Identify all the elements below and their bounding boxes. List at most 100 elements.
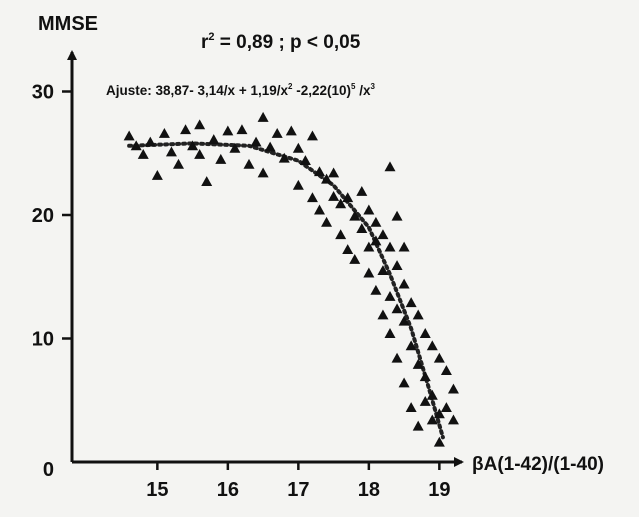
data-point — [165, 146, 177, 157]
data-point — [321, 173, 333, 184]
data-point — [356, 186, 368, 196]
r2-value: = 0,89 ; p < 0,05 — [215, 32, 361, 53]
data-point — [447, 414, 459, 425]
data-point — [187, 140, 199, 151]
fit-curve — [127, 141, 445, 440]
fit-eq-exp-3: 3 — [370, 82, 375, 91]
data-point — [384, 291, 396, 301]
fit-eq-part-2: -2,22(10) — [292, 83, 351, 98]
data-point — [405, 340, 417, 351]
data-point — [194, 119, 206, 130]
data-point — [180, 124, 192, 135]
data-point — [306, 130, 318, 141]
r2-exponent: 2 — [208, 31, 214, 43]
data-point — [370, 284, 382, 295]
data-point — [144, 136, 156, 147]
data-point — [363, 241, 375, 252]
r2-annotation: r2 = 0,89 ; p < 0,05 — [201, 31, 361, 53]
data-point — [314, 204, 325, 215]
data-point — [278, 152, 290, 163]
data-point — [377, 309, 389, 320]
axis-tick-labels: 15 16 17 18 19 0 10 20 30 — [32, 82, 451, 502]
data-point — [349, 253, 361, 264]
data-point — [285, 125, 297, 136]
data-point — [236, 124, 248, 135]
fit-eq-exp-1: 2 — [288, 82, 293, 91]
data-point — [405, 402, 417, 413]
data-point — [391, 352, 403, 363]
data-point — [433, 408, 445, 419]
data-point — [123, 130, 135, 141]
data-point — [335, 198, 347, 209]
data-point — [384, 161, 396, 172]
axis-ticks — [62, 90, 441, 470]
data-point — [151, 169, 163, 180]
y-axis-label: MMSE — [38, 13, 98, 35]
data-point — [440, 365, 452, 376]
data-point — [398, 377, 410, 388]
data-point — [264, 141, 276, 152]
data-point — [391, 210, 403, 221]
data-point — [292, 142, 304, 153]
data-point — [328, 167, 340, 178]
y-tick-label: 30 — [32, 82, 54, 104]
data-point — [419, 395, 431, 406]
data-point — [405, 297, 417, 308]
x-tick-label: 19 — [428, 479, 450, 501]
data-point — [412, 420, 424, 431]
data-point — [426, 414, 438, 425]
x-axis-label: βA(1-42)/(1-40) — [472, 454, 604, 475]
x-tick-label: 15 — [146, 479, 168, 501]
data-points — [123, 111, 459, 447]
data-point — [335, 229, 347, 240]
data-point — [137, 148, 149, 159]
data-point — [342, 192, 354, 203]
data-point — [363, 267, 375, 278]
data-point — [356, 223, 368, 233]
data-point — [201, 176, 213, 187]
data-point — [433, 352, 445, 363]
data-point — [391, 303, 403, 314]
data-point — [222, 125, 234, 136]
data-point — [377, 265, 389, 275]
data-point — [349, 210, 361, 221]
data-point — [257, 167, 269, 178]
y-tick-label: 10 — [32, 329, 54, 351]
data-point — [426, 389, 438, 400]
y-tick-label: 0 — [43, 459, 54, 481]
data-point — [398, 241, 410, 252]
x-tick-label: 16 — [217, 479, 239, 501]
data-point — [250, 136, 262, 147]
data-point — [342, 244, 354, 254]
fit-eq-part-3: /x — [355, 83, 371, 98]
data-point — [314, 166, 325, 177]
data-point — [412, 358, 424, 369]
data-point — [229, 142, 241, 153]
data-point — [433, 436, 445, 447]
data-point — [384, 328, 396, 338]
data-point — [158, 127, 170, 138]
data-point — [243, 158, 255, 169]
data-point — [419, 371, 431, 382]
data-point — [398, 278, 410, 289]
data-point — [321, 216, 333, 227]
data-point — [257, 111, 269, 122]
data-point — [306, 192, 318, 203]
data-point — [426, 340, 438, 351]
data-point — [208, 134, 220, 145]
fit-eq-part-1: Ajuste: 38,87- 3,14/x + 1,19/x — [106, 83, 288, 98]
data-point — [173, 158, 184, 169]
data-point — [377, 229, 389, 240]
data-point — [292, 179, 304, 190]
data-point — [271, 127, 283, 138]
r2-symbol: r — [201, 32, 209, 53]
fit-equation: Ajuste: 38,87- 3,14/x + 1,19/x2 -2,22(10… — [106, 82, 375, 98]
data-point — [370, 235, 382, 246]
data-point — [215, 153, 227, 164]
data-point — [328, 190, 340, 201]
data-point — [130, 140, 142, 151]
data-point — [412, 309, 424, 320]
data-point — [419, 328, 431, 338]
fit-eq-exp-2: 5 — [351, 82, 356, 91]
